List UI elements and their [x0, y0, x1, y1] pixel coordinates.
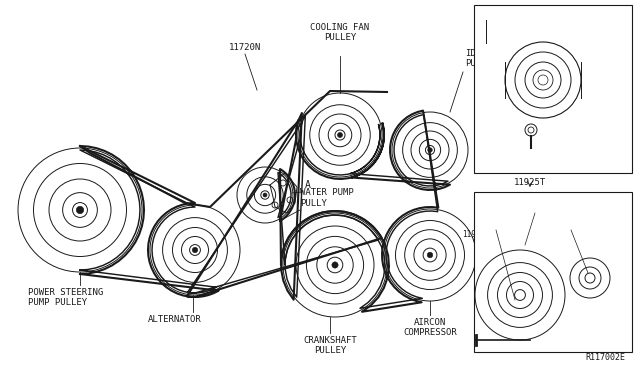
Circle shape: [337, 132, 342, 138]
Text: 11932P: 11932P: [542, 230, 570, 239]
Text: IDLER
PULLEY: IDLER PULLEY: [465, 49, 497, 68]
Text: 11928P: 11928P: [462, 230, 490, 239]
Bar: [474, 192, 632, 352]
Text: IDLER PULLEY: IDLER PULLEY: [490, 208, 554, 217]
Text: A: A: [478, 30, 484, 40]
Text: R117002E: R117002E: [585, 353, 625, 362]
Text: 11927Y: 11927Y: [521, 213, 549, 222]
Text: B  09188-8251A
     (3): B 09188-8251A (3): [480, 145, 545, 164]
Text: 11925T: 11925T: [514, 178, 546, 187]
Text: 11720N: 11720N: [229, 43, 261, 52]
Text: COOLING FAN
PULLEY: COOLING FAN PULLEY: [310, 23, 369, 42]
Text: A: A: [305, 180, 311, 190]
Circle shape: [332, 262, 338, 268]
Text: WATER PUMP
PULLY: WATER PUMP PULLY: [300, 188, 354, 208]
Circle shape: [428, 148, 432, 152]
Text: AIRCON
COMPRESSOR: AIRCON COMPRESSOR: [403, 318, 457, 337]
Text: CRANKSHAFT
PULLEY: CRANKSHAFT PULLEY: [303, 336, 357, 355]
Text: ALTERNATOR: ALTERNATOR: [148, 315, 202, 324]
Text: POWER STEERING
PUMP PULLEY: POWER STEERING PUMP PULLEY: [28, 288, 103, 307]
Circle shape: [263, 193, 267, 197]
Text: 11930Y: 11930Y: [561, 318, 589, 327]
Circle shape: [192, 247, 198, 253]
Text: 11929Y: 11929Y: [476, 246, 504, 255]
Circle shape: [76, 206, 84, 214]
Bar: [474, 5, 632, 173]
Circle shape: [428, 252, 433, 258]
Text: 11955: 11955: [527, 20, 554, 29]
